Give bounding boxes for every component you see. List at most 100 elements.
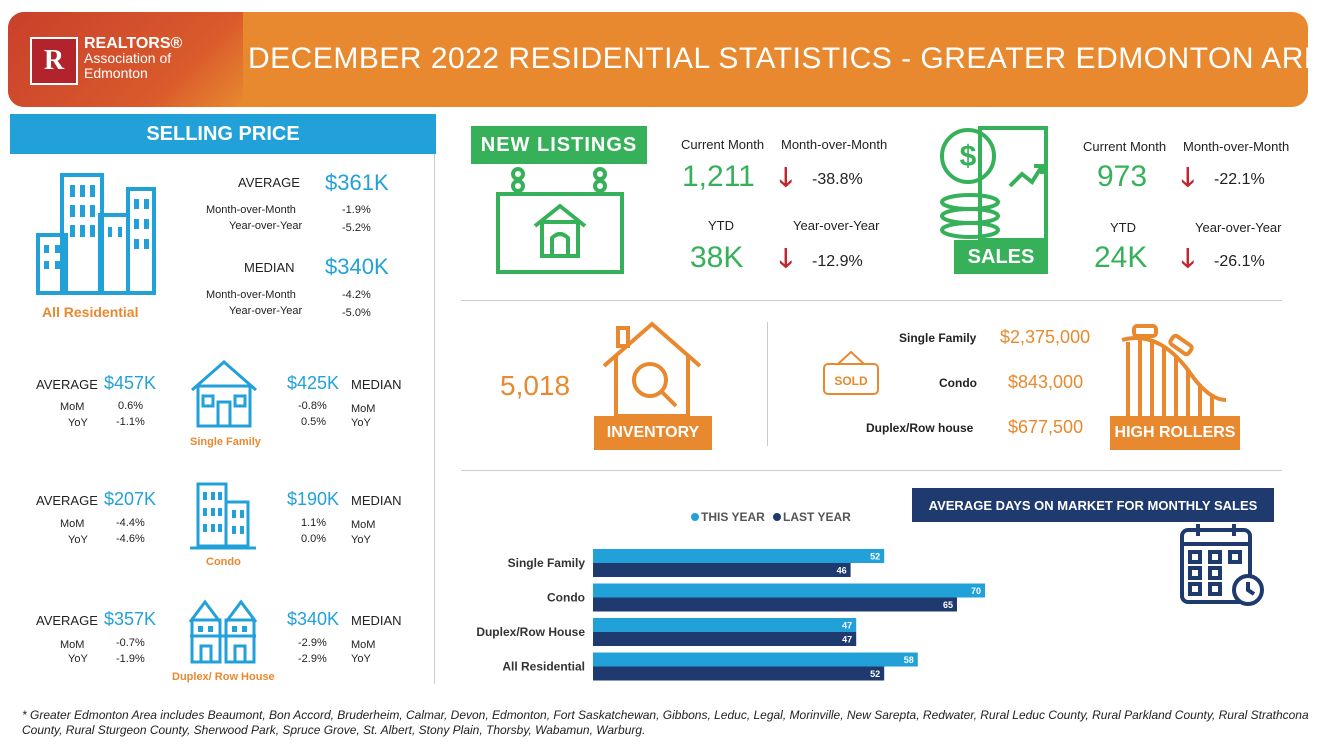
logo-line-2: Association of: [84, 50, 172, 66]
bar-value-label: 46: [837, 566, 847, 576]
med-yoy-value: -5.0%: [342, 307, 371, 319]
nl-ytd-value: 38K: [690, 241, 744, 274]
condo-tower-icon: [190, 482, 256, 550]
sf-avg-yoy: -1.1%: [116, 416, 145, 428]
bar-value-label: 52: [870, 669, 880, 679]
header-logo-area: R REALTORS® Association of Edmonton: [8, 12, 243, 107]
duplex-name: Duplex/ Row House: [172, 671, 275, 683]
page-title: DECEMBER 2022 RESIDENTIAL STATISTICS - G…: [248, 42, 1308, 75]
bar-this-year: [593, 583, 985, 598]
selling-price-banner: SELLING PRICE: [10, 114, 436, 154]
days-on-market-chart: THIS YEAR LAST YEAR Single Family 52 46 Condo…: [476, 510, 985, 681]
down-arrow-icon: 🡓: [779, 162, 793, 192]
condo-med-yoy-label: YoY: [351, 534, 371, 546]
money-document-icon: $: [940, 126, 1048, 242]
hr-price-single-family: $2,375,000: [1000, 327, 1091, 347]
nl-yoy-value: -12.9%: [812, 253, 863, 270]
sf-average-value: $457K: [104, 373, 157, 393]
hr-type-duplex: Duplex/Row house: [866, 421, 974, 435]
duplex-median-label: MEDIAN: [351, 613, 402, 628]
sf-med-yoy-label: YoY: [351, 417, 371, 429]
bar-last-year: [593, 632, 857, 646]
logo-text: REALTORS® Association of Edmonton: [84, 36, 182, 81]
listing-sign-icon: [496, 167, 624, 274]
sf-average-label: AVERAGE: [36, 377, 98, 392]
average-value: $361K: [325, 170, 389, 195]
category-label: All Residential: [502, 660, 585, 674]
sales-current-month-value: 973: [1097, 160, 1148, 193]
med-mom-value: -4.2%: [342, 289, 371, 301]
sales-ytd-label: YTD: [1110, 220, 1136, 235]
duplex-average-value: $357K: [104, 609, 157, 629]
section-divider: [461, 300, 1282, 301]
sf-avg-mom: 0.6%: [118, 400, 144, 412]
bar-value-label: 47: [842, 635, 852, 645]
duplex-med-yoy: -2.9%: [298, 653, 327, 665]
calendar-clock-icon: [1180, 524, 1264, 606]
legend-marker-1: [773, 513, 781, 521]
hr-price-condo: $843,000: [1008, 372, 1084, 392]
nl-current-month-label: Current Month: [681, 137, 765, 152]
sales-yoy-label: Year-over-Year: [1195, 220, 1282, 235]
duplex-average-label: AVERAGE: [36, 613, 98, 628]
condo-avg-mom: -4.4%: [116, 517, 145, 529]
sf-median-value: $425K: [287, 373, 340, 393]
duplex-med-yoy-label: YoY: [351, 653, 371, 665]
bar-value-label: 65: [943, 600, 953, 610]
bar-value-label: 47: [842, 621, 852, 631]
legend-label-0: THIS YEAR: [701, 510, 765, 524]
nl-mom-value: -38.8%: [812, 171, 863, 188]
days-on-market-title: AVERAGE DAYS ON MARKET FOR MONTHLY SALES: [912, 488, 1274, 522]
sf-yoy-label: YoY: [68, 417, 88, 429]
house-search-icon: [602, 321, 702, 418]
condo-median-label: MEDIAN: [351, 493, 402, 508]
duplex-avg-mom: -0.7%: [116, 637, 145, 649]
condo-yoy-label: YoY: [68, 534, 88, 546]
realtors-logo-icon: R: [30, 37, 78, 85]
sales-label: SALES: [954, 240, 1048, 274]
avg-yoy-label: Year-over-Year: [229, 220, 303, 232]
sf-med-mom: -0.8%: [298, 400, 327, 412]
nl-yoy-label: Year-over-Year: [793, 218, 880, 233]
bar-this-year: [593, 549, 885, 563]
hr-type-condo: Condo: [939, 376, 977, 390]
condo-average-label: AVERAGE: [36, 493, 98, 508]
sold-sign-text: SOLD: [834, 374, 868, 388]
condo-med-mom-label: MoM: [351, 519, 376, 531]
sf-med-mom-label: MoM: [351, 403, 376, 415]
med-mom-label: Month-over-Month: [206, 289, 296, 301]
bar-this-year: [593, 618, 857, 632]
bar-last-year: [593, 563, 851, 577]
sales-mom-label: Month-over-Month: [1183, 139, 1290, 154]
legend-marker-0: [691, 513, 699, 521]
bar-last-year: [593, 666, 885, 681]
sales-ytd-value: 24K: [1094, 241, 1148, 274]
logo-line-3: Edmonton: [84, 65, 148, 81]
down-arrow-icon: 🡓: [1181, 243, 1195, 273]
sf-median-label: MEDIAN: [351, 377, 402, 392]
bar-value-label: 70: [971, 586, 981, 596]
sales-yoy-value: -26.1%: [1214, 253, 1265, 270]
inventory-divider: [767, 322, 768, 446]
section-divider: [461, 470, 1282, 471]
house-icon: [191, 360, 257, 428]
left-panel-divider: [434, 154, 435, 684]
condo-avg-yoy: -4.6%: [116, 533, 145, 545]
bar-this-year: [593, 652, 918, 667]
new-listings-label: NEW LISTINGS: [471, 126, 647, 164]
sf-mom-label: MoM: [60, 401, 85, 413]
avg-yoy-value: -5.2%: [342, 222, 371, 234]
condo-median-value: $190K: [287, 489, 340, 509]
condo-med-yoy: 0.0%: [301, 533, 327, 545]
avg-mom-value: -1.9%: [342, 204, 371, 216]
duplex-avg-yoy: -1.9%: [116, 653, 145, 665]
down-arrow-icon: 🡓: [779, 243, 793, 273]
sold-sign-icon: SOLD: [823, 350, 879, 395]
bar-value-label: 58: [904, 655, 914, 665]
roller-coaster-icon: [1121, 324, 1227, 428]
category-label: Single Family: [508, 556, 586, 570]
condo-mom-label: MoM: [60, 518, 85, 530]
all-residential-label: All Residential: [42, 304, 139, 320]
category-label: Condo: [547, 591, 585, 605]
bar-value-label: 52: [870, 552, 880, 562]
